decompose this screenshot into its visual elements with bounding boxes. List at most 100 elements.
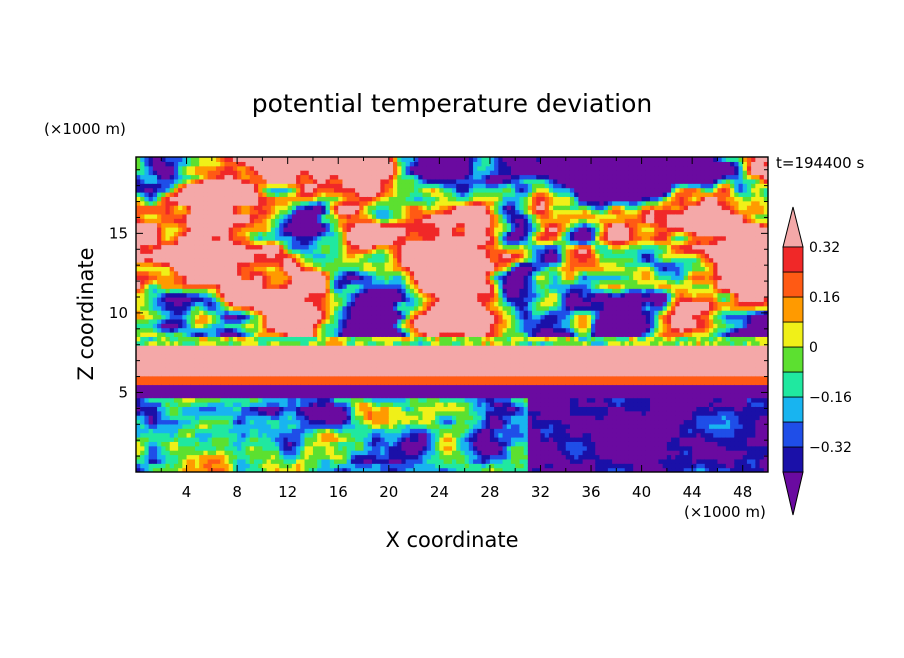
field-cell xyxy=(317,332,322,337)
field-cell xyxy=(279,463,285,469)
field-cell xyxy=(321,292,327,298)
field-cell xyxy=(190,213,196,219)
field-cell xyxy=(211,318,217,324)
field-cell xyxy=(312,393,318,399)
field-cell xyxy=(321,450,327,456)
field-cell xyxy=(384,336,390,342)
field-cell xyxy=(279,371,285,377)
field-cell xyxy=(152,384,158,390)
field-cell xyxy=(190,240,196,246)
field-cell xyxy=(317,218,322,224)
field-cell xyxy=(283,305,289,311)
field-cell xyxy=(317,240,322,246)
field-cell xyxy=(148,402,154,407)
field-cell xyxy=(148,415,154,421)
field-cell xyxy=(224,310,230,316)
field-cell xyxy=(182,248,188,254)
field-cell xyxy=(241,218,247,224)
field-cell xyxy=(359,402,365,407)
field-cell xyxy=(342,327,348,333)
field-cell xyxy=(186,336,192,342)
field-cell xyxy=(178,314,183,320)
field-cell xyxy=(224,375,230,381)
field-cell xyxy=(270,441,276,447)
field-cell xyxy=(355,240,360,246)
field-cell xyxy=(216,240,221,246)
field-cell xyxy=(241,454,247,460)
field-cell xyxy=(418,419,424,425)
field-cell xyxy=(422,257,428,263)
field-cell xyxy=(182,292,188,298)
field-cell xyxy=(338,279,344,285)
field-cell xyxy=(241,192,247,197)
field-cell xyxy=(148,192,154,197)
field-cell xyxy=(203,301,209,307)
field-cell xyxy=(342,432,348,438)
field-cell xyxy=(237,257,242,263)
field-cell xyxy=(308,454,314,460)
field-cell xyxy=(296,170,301,176)
field-cell xyxy=(262,209,268,215)
field-cell xyxy=(287,458,293,464)
field-cell xyxy=(136,174,141,180)
field-cell xyxy=(157,371,162,377)
field-cell xyxy=(426,358,432,364)
field-cell xyxy=(397,227,403,232)
field-cell xyxy=(186,305,192,311)
field-cell xyxy=(165,349,171,355)
field-cell xyxy=(325,170,331,176)
field-cell xyxy=(380,388,386,394)
field-cell xyxy=(409,454,415,460)
field-cell xyxy=(334,340,339,346)
field-cell xyxy=(279,270,285,276)
field-cell xyxy=(258,332,263,337)
field-cell xyxy=(422,227,428,232)
field-cell xyxy=(338,358,344,364)
field-cell xyxy=(186,406,192,412)
field-cell xyxy=(249,213,255,219)
field-cell xyxy=(359,397,365,403)
field-cell xyxy=(312,362,318,368)
field-cell xyxy=(270,380,276,386)
field-cell xyxy=(329,432,335,438)
field-cell xyxy=(203,332,209,337)
field-cell xyxy=(232,353,238,359)
field-cell xyxy=(169,297,175,302)
field-cell xyxy=(169,157,175,162)
field-cell xyxy=(393,283,398,289)
field-cell xyxy=(300,192,306,197)
field-cell xyxy=(409,375,415,381)
field-cell xyxy=(279,170,285,176)
field-cell xyxy=(275,388,280,394)
field-cell xyxy=(384,165,390,171)
field-cell xyxy=(136,270,141,276)
field-cell xyxy=(245,327,251,333)
field-cell xyxy=(178,270,183,276)
field-cell xyxy=(279,410,285,416)
field-cell xyxy=(203,375,209,381)
field-cell xyxy=(194,266,200,272)
field-cell xyxy=(371,437,377,442)
field-cell xyxy=(346,380,352,386)
field-cell xyxy=(422,170,428,176)
field-cell xyxy=(334,310,339,316)
field-cell xyxy=(182,240,188,246)
field-cell xyxy=(144,345,150,351)
field-cell xyxy=(253,305,259,311)
field-cell xyxy=(258,310,263,316)
field-cell xyxy=(178,183,183,189)
field-cell xyxy=(203,266,209,272)
field-cell xyxy=(207,432,213,438)
field-cell xyxy=(346,415,352,421)
field-cell xyxy=(161,406,167,412)
field-cell xyxy=(291,310,297,316)
field-cell xyxy=(418,327,424,333)
field-cell xyxy=(342,253,348,259)
field-cell xyxy=(334,235,339,241)
field-cell xyxy=(275,170,280,176)
field-cell xyxy=(418,187,424,193)
field-cell xyxy=(388,441,394,447)
field-cell xyxy=(350,423,356,429)
field-cell xyxy=(232,165,238,171)
field-cell xyxy=(266,305,272,311)
